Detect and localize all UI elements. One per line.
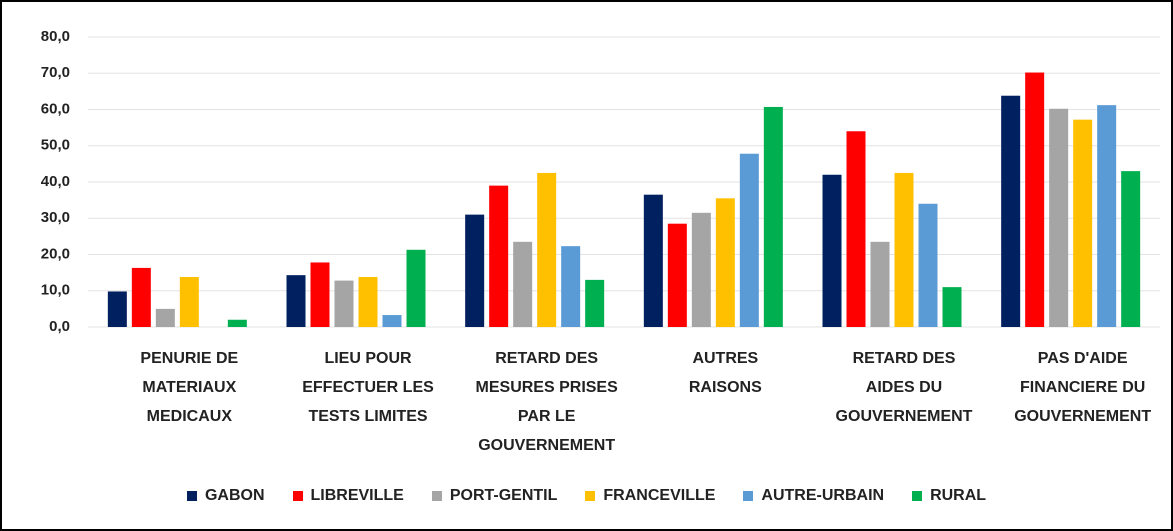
bar — [739, 153, 759, 327]
x-tick-label: LIEU POUR EFFECTUER LES TESTS LIMITES — [302, 350, 434, 425]
bar — [286, 275, 306, 327]
bar — [1049, 108, 1069, 328]
legend-item: RURAL — [912, 487, 986, 505]
bar — [155, 308, 175, 327]
bar — [715, 198, 735, 327]
legend-item: PORT-GENTIL — [431, 487, 558, 505]
bar — [406, 249, 426, 327]
legend-swatch — [186, 491, 197, 501]
bar — [334, 280, 354, 327]
bar — [537, 172, 557, 327]
bar — [107, 291, 127, 327]
bar — [465, 214, 485, 327]
bar — [822, 174, 842, 327]
legend-item: FRANCEVILLE — [585, 487, 715, 505]
legend-item: LIBREVILLE — [292, 487, 404, 505]
bar — [310, 262, 330, 327]
y-tick-label: 80,0 — [41, 28, 70, 45]
legend-label: GABON — [204, 487, 265, 504]
y-tick-label: 30,0 — [41, 209, 70, 226]
bar — [667, 223, 687, 327]
legend-label: RURAL — [930, 487, 987, 504]
legend-label: AUTRE-URBAIN — [761, 487, 885, 504]
x-tick-label: RETARD DES MESURES PRISES PAR LE GOUVERN… — [475, 350, 618, 454]
x-tick-label: PAS D'AIDE FINANCIERE DU GOUVERNEMENT — [1014, 350, 1152, 425]
bar — [179, 276, 199, 327]
x-tick-label: RETARD DES AIDES DU GOUVERNEMENT — [835, 350, 973, 425]
y-tick-label: 60,0 — [41, 100, 70, 117]
bar — [1025, 72, 1045, 328]
legend-swatch — [912, 491, 923, 501]
bar — [1097, 105, 1117, 328]
bar — [691, 212, 711, 327]
bar — [227, 319, 247, 327]
bar — [870, 241, 890, 327]
legend-label: LIBREVILLE — [310, 487, 404, 504]
bar — [1073, 119, 1093, 328]
bar — [358, 276, 378, 327]
legend-swatch — [585, 491, 596, 501]
bar — [942, 287, 962, 327]
x-tick-label: PENURIE DE MATERIAUX MEDICAUX — [140, 350, 239, 425]
y-tick-label: 40,0 — [41, 173, 70, 190]
bar — [894, 172, 914, 327]
y-tick-label: 50,0 — [41, 137, 70, 154]
legend-item: AUTRE-URBAIN — [743, 487, 884, 505]
legend-item: GABON — [186, 487, 265, 505]
legend-swatch — [743, 491, 754, 501]
bar — [918, 203, 938, 327]
bar — [1121, 171, 1141, 327]
bar — [585, 279, 605, 327]
bar — [489, 185, 509, 327]
bar — [763, 106, 783, 328]
bar — [513, 241, 533, 327]
legend-label: PORT-GENTIL — [449, 487, 558, 504]
bar — [1001, 95, 1021, 327]
x-tick-label: AUTRES RAISONS — [688, 350, 762, 396]
bar — [643, 194, 663, 327]
y-tick-label: 0,0 — [49, 318, 70, 335]
y-tick-label: 70,0 — [41, 64, 70, 81]
legend: GABON LIBREVILLE PORT-GENTIL FRANCEVILLE AUT… — [0, 487, 1173, 505]
bar — [846, 131, 866, 327]
bar — [561, 246, 581, 327]
legend-swatch — [431, 491, 442, 501]
bar — [131, 267, 151, 327]
legend-swatch — [292, 491, 303, 501]
bar — [382, 315, 402, 327]
legend-label: FRANCEVILLE — [603, 487, 716, 504]
y-tick-label: 20,0 — [41, 245, 70, 262]
y-tick-label: 10,0 — [41, 282, 70, 299]
